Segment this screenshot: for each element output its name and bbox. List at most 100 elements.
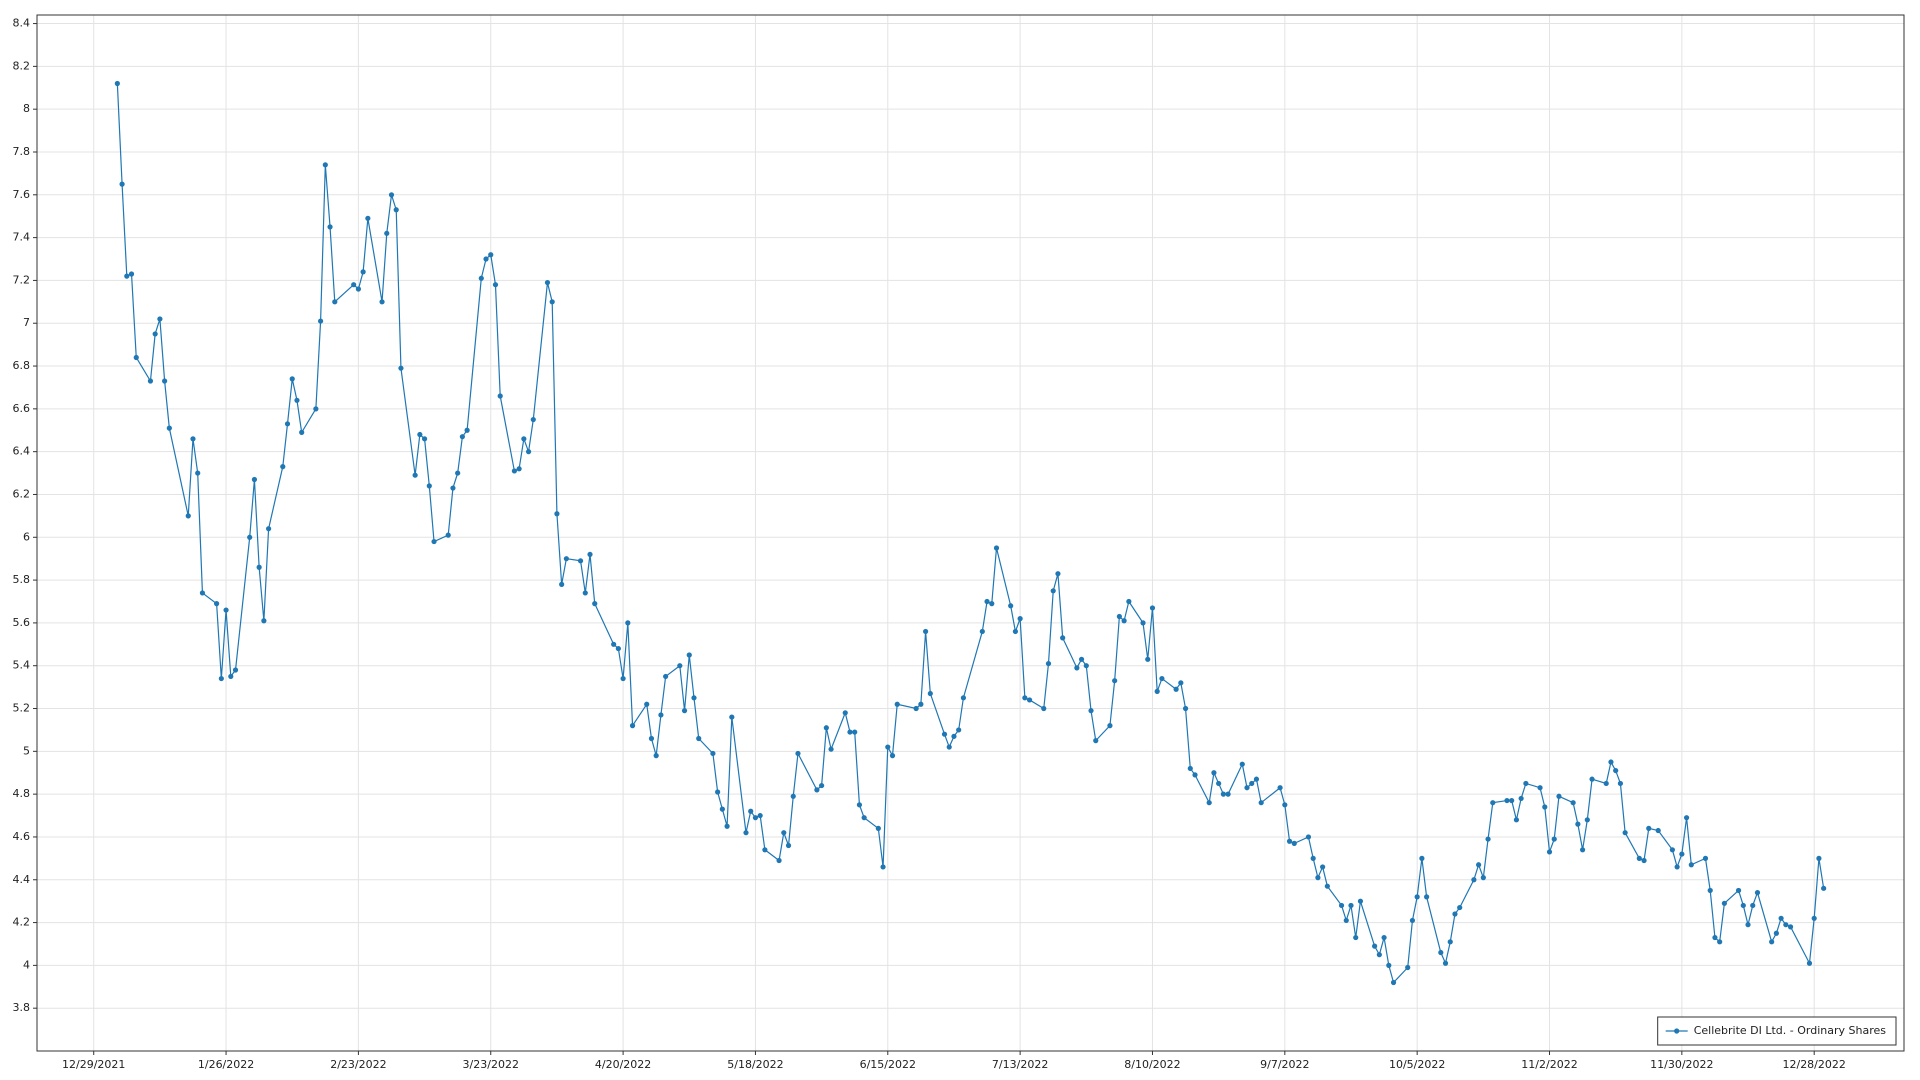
data-point: [577, 558, 584, 564]
data-point: [195, 470, 201, 476]
data-point: [417, 431, 423, 438]
x-tick-label: 3/23/2022: [463, 1058, 519, 1071]
data-point: [719, 806, 725, 812]
data-point: [327, 224, 333, 230]
data-point: [1088, 708, 1094, 714]
data-point: [313, 406, 319, 412]
data-point: [157, 316, 163, 322]
data-point: [1546, 849, 1553, 855]
data-point: [1083, 663, 1089, 669]
x-tick-label: 4/20/2022: [595, 1058, 651, 1071]
data-point: [1121, 618, 1127, 624]
data-point: [1116, 613, 1122, 620]
data-point: [1778, 915, 1784, 921]
data-point: [625, 620, 631, 626]
data-point: [1669, 847, 1675, 853]
data-point: [199, 590, 206, 596]
data-point: [724, 823, 730, 829]
data-point: [516, 466, 522, 472]
data-point: [464, 427, 470, 433]
data-point: [582, 590, 588, 596]
data-point: [984, 598, 990, 605]
data-point: [185, 513, 191, 519]
data-point: [861, 815, 867, 821]
data-point: [1584, 817, 1590, 823]
data-point: [644, 701, 650, 707]
data-point: [752, 815, 759, 821]
data-point: [743, 830, 749, 836]
data-point: [228, 673, 234, 680]
data-point: [1249, 780, 1255, 787]
data-point: [492, 282, 499, 288]
data-point: [1348, 902, 1354, 909]
data-point: [284, 421, 291, 427]
data-point: [1622, 830, 1628, 836]
data-point: [1679, 851, 1685, 857]
data-point: [218, 675, 224, 682]
data-point: [681, 708, 688, 714]
data-point: [587, 551, 593, 558]
data-point: [544, 279, 551, 286]
data-point: [1523, 780, 1529, 787]
data-point: [1674, 864, 1680, 870]
data-point: [559, 581, 565, 587]
data-point: [1480, 875, 1486, 881]
data-point: [1159, 675, 1165, 682]
data-point: [814, 787, 820, 793]
data-point: [1542, 804, 1548, 810]
data-point: [960, 695, 967, 701]
data-point: [1112, 678, 1118, 684]
data-point: [1022, 695, 1028, 701]
data-point: [1655, 827, 1661, 834]
data-point: [426, 483, 432, 489]
data-point: [757, 812, 763, 819]
data-point: [629, 723, 636, 729]
data-point: [128, 271, 135, 277]
data-point: [266, 526, 272, 532]
data-point: [648, 735, 655, 742]
data-point: [1305, 834, 1312, 840]
data-point: [979, 628, 985, 635]
data-point: [1107, 723, 1113, 729]
data-point: [384, 230, 390, 236]
data-point: [294, 397, 300, 403]
data-point: [1509, 797, 1515, 804]
data-point: [1504, 797, 1510, 804]
data-point: [658, 712, 664, 718]
data-point: [951, 733, 957, 739]
data-point: [1045, 660, 1052, 667]
data-point: [819, 782, 825, 789]
data-point: [729, 714, 735, 720]
data-point: [1683, 815, 1690, 821]
data-point: [549, 299, 555, 305]
data-point: [1438, 949, 1444, 956]
y-tick-label: 6.4: [13, 445, 31, 458]
data-point: [1405, 964, 1411, 971]
data-point: [785, 842, 792, 849]
x-tick-label: 2/23/2022: [330, 1058, 386, 1071]
data-point: [289, 376, 295, 382]
data-point: [1721, 900, 1727, 906]
data-point: [653, 753, 659, 759]
data-point: [1608, 759, 1614, 765]
data-point: [1457, 904, 1463, 911]
data-point: [1338, 902, 1345, 909]
y-tick-label: 4: [23, 958, 30, 971]
y-tick-label: 7.6: [13, 188, 31, 201]
data-point: [1452, 911, 1458, 917]
data-point: [592, 601, 598, 607]
series-line: [116, 83, 1825, 984]
data-point: [1258, 800, 1264, 806]
data-point: [214, 601, 220, 607]
data-point: [1376, 952, 1382, 958]
y-tick-label: 5.4: [13, 659, 31, 672]
data-point: [1471, 877, 1477, 883]
data-point: [1513, 817, 1520, 823]
data-point: [823, 725, 829, 731]
data-point: [715, 789, 721, 795]
data-point: [615, 645, 621, 652]
data-point: [1688, 862, 1694, 868]
data-point: [1187, 765, 1193, 772]
x-tick-label: 9/7/2022: [1260, 1058, 1309, 1071]
data-point: [913, 705, 919, 712]
